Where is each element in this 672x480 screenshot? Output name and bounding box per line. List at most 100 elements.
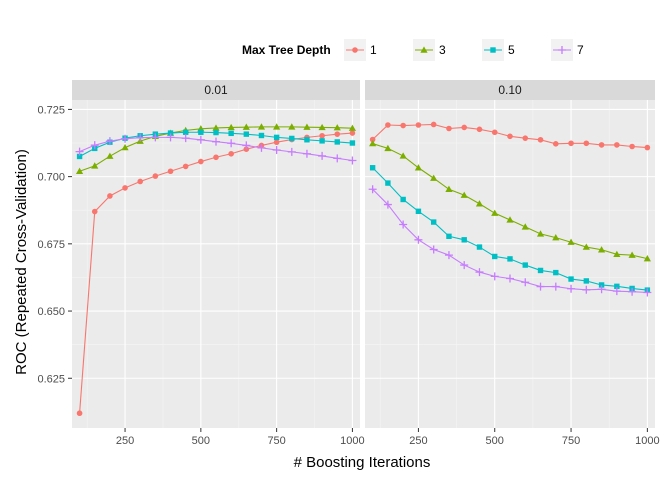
legend-label: 7	[577, 43, 584, 57]
data-point	[137, 178, 144, 185]
data-point	[349, 130, 356, 136]
data-point	[430, 174, 438, 181]
data-point	[551, 282, 560, 291]
data-point	[537, 267, 544, 274]
legend-item-1: 1	[344, 39, 377, 61]
data-point	[536, 282, 545, 291]
y-axis-title: ROC (Repeated Cross-Validation)	[13, 149, 30, 375]
series-7	[75, 133, 357, 165]
data-point	[399, 152, 407, 159]
data-point	[213, 154, 219, 161]
data-point	[106, 152, 114, 159]
x-tick-label: 250	[116, 435, 134, 447]
data-point	[491, 209, 499, 216]
data-point	[318, 123, 326, 131]
data-point	[536, 230, 545, 237]
data-point	[643, 288, 652, 297]
data-point	[76, 153, 83, 160]
y-tick-label: 0.675	[37, 239, 65, 251]
data-point	[491, 129, 498, 136]
legend-item-3: 3	[413, 39, 446, 61]
data-point	[243, 131, 250, 137]
data-point	[582, 285, 591, 294]
y-tick-label: 0.700	[37, 172, 65, 184]
data-point	[446, 233, 452, 240]
legend-label: 1	[370, 43, 377, 57]
data-point	[348, 156, 357, 165]
legend-key-marker	[352, 47, 358, 53]
data-point	[136, 133, 145, 142]
data-point	[385, 180, 391, 186]
data-point	[568, 140, 574, 147]
data-point	[460, 261, 469, 270]
data-point	[613, 250, 621, 258]
data-point	[475, 268, 484, 277]
data-point	[400, 196, 406, 203]
data-point	[349, 140, 356, 146]
legend-key-marker	[558, 46, 566, 54]
data-point	[107, 193, 113, 199]
data-point	[583, 278, 590, 284]
data-point	[369, 165, 376, 171]
data-point	[288, 123, 296, 130]
data-point	[400, 122, 406, 129]
data-point	[446, 125, 452, 132]
data-point	[303, 123, 311, 130]
data-point	[552, 141, 559, 147]
data-point	[212, 137, 220, 146]
data-point	[369, 136, 376, 143]
data-point	[430, 219, 437, 225]
data-point	[414, 164, 423, 171]
data-point	[75, 167, 84, 174]
data-point	[644, 144, 651, 151]
x-axis-title: # Boosting Iterations	[294, 454, 431, 471]
data-point	[302, 149, 311, 158]
data-point	[461, 237, 467, 243]
data-point	[429, 245, 438, 254]
data-point	[319, 138, 325, 144]
data-point	[476, 126, 483, 133]
data-point	[258, 132, 265, 139]
data-point	[629, 143, 635, 150]
data-point	[242, 123, 250, 130]
data-point	[273, 123, 281, 130]
data-point	[492, 253, 498, 260]
y-tick-label: 0.650	[37, 306, 65, 318]
data-point	[597, 246, 606, 253]
data-point	[383, 200, 392, 209]
data-point	[318, 151, 327, 160]
data-point	[643, 255, 651, 262]
data-point	[333, 124, 341, 131]
data-point	[461, 124, 468, 131]
data-point	[552, 234, 560, 241]
data-point	[399, 220, 408, 229]
data-point	[122, 185, 128, 191]
data-point	[567, 238, 575, 245]
data-point	[521, 223, 529, 230]
legend-item-5: 5	[482, 39, 515, 61]
legend-key-marker	[490, 47, 496, 53]
data-point	[582, 243, 590, 250]
data-point	[507, 133, 513, 140]
data-point	[75, 147, 84, 156]
data-point	[182, 129, 189, 135]
data-point	[476, 244, 483, 250]
facet-strip	[72, 80, 360, 100]
data-point	[444, 251, 453, 260]
data-point	[273, 139, 280, 146]
data-point	[227, 123, 235, 131]
data-point	[198, 158, 204, 165]
data-point	[287, 147, 296, 156]
data-point	[445, 185, 453, 192]
data-point	[567, 284, 576, 293]
data-point	[242, 141, 251, 150]
data-point	[257, 123, 266, 130]
x-tick-label: 1000	[340, 435, 364, 447]
y-tick-label: 0.625	[37, 373, 65, 385]
data-point	[521, 278, 530, 287]
data-point	[212, 124, 220, 131]
panel-background	[365, 100, 655, 428]
facet-strip	[365, 80, 655, 100]
data-point	[228, 130, 234, 137]
